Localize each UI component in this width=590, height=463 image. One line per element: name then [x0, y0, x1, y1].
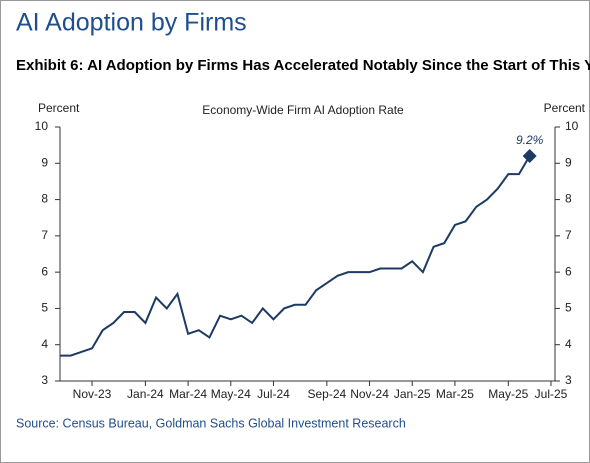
y-tick-label: 3: [41, 373, 48, 387]
source-note: Source: Census Bureau, Goldman Sachs Glo…: [16, 416, 406, 430]
y2-tick-label: 10: [565, 119, 579, 133]
y2-tick-label: 5: [565, 301, 572, 315]
y2-tick-label: 8: [565, 192, 572, 206]
y-tick-label: 9: [41, 155, 48, 169]
y-tick-label: 6: [41, 264, 48, 278]
chart-title: Economy-Wide Firm AI Adoption Rate: [202, 103, 404, 117]
x-tick-label: Jan-24: [127, 387, 164, 401]
y2-tick-label: 3: [565, 373, 572, 387]
end-marker: [522, 149, 537, 164]
y2-tick-label: 7: [565, 228, 572, 242]
x-tick-label: May-25: [488, 387, 528, 401]
y2-axis-label: Percent: [544, 101, 586, 115]
y2-tick-label: 6: [565, 264, 572, 278]
x-tick-label: Nov-23: [73, 387, 112, 401]
x-tick-label: Mar-25: [436, 387, 474, 401]
page-title: AI Adoption by Firms: [16, 9, 247, 37]
y2-tick-label: 9: [565, 155, 572, 169]
x-tick-label: Jul-25: [535, 387, 568, 401]
x-tick-label: May-24: [211, 387, 251, 401]
y-tick-label: 8: [41, 192, 48, 206]
exhibit-title: Exhibit 6: AI Adoption by Firms Has Acce…: [16, 57, 590, 74]
y-axis-label: Percent: [38, 101, 80, 115]
x-tick-label: Nov-24: [350, 387, 389, 401]
x-tick-label: Jul-24: [257, 387, 290, 401]
x-tick-label: Sep-24: [307, 387, 346, 401]
data-label: 9.2%: [516, 133, 544, 147]
y-tick-label: 10: [35, 119, 49, 133]
x-tick-label: Jan-25: [394, 387, 431, 401]
y-tick-label: 5: [41, 301, 48, 315]
data-line: [60, 155, 531, 357]
y-tick-label: 4: [41, 337, 48, 351]
y2-tick-label: 4: [565, 337, 572, 351]
x-tick-label: Mar-24: [169, 387, 207, 401]
y-tick-label: 7: [41, 228, 48, 242]
